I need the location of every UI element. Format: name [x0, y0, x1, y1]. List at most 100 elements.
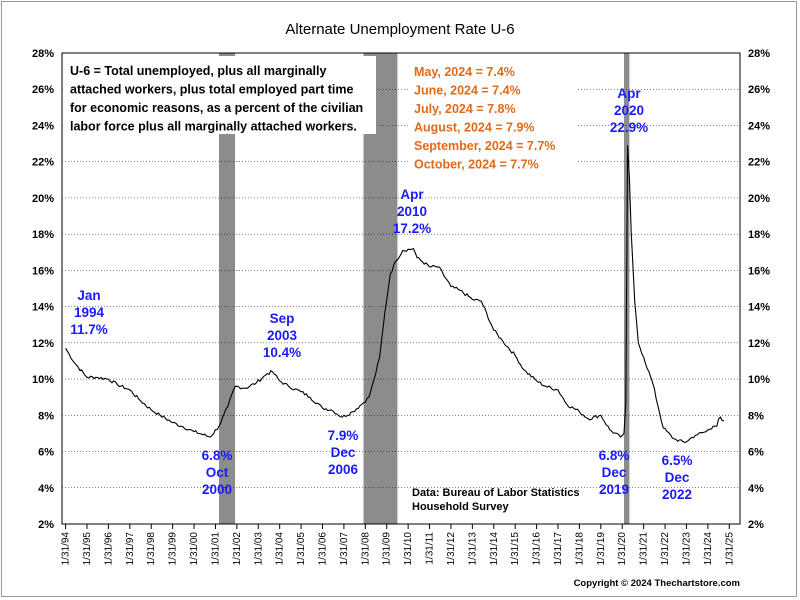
annotation-label: Dec	[665, 470, 690, 485]
annotation-label: 2019	[599, 482, 629, 497]
definition-note-line: U-6 = Total unemployed, plus all margina…	[70, 64, 326, 78]
y-tick-label: 28%	[748, 48, 770, 60]
y-tick-label: 12%	[32, 338, 54, 350]
annotation-label: 6.8%	[202, 448, 233, 463]
x-tick-label: 1/31/01	[210, 532, 221, 566]
y-tick-label: 16%	[32, 265, 54, 277]
annotation-label: 2006	[328, 462, 359, 477]
y-tick-label: 10%	[32, 374, 54, 386]
x-tick-label: 1/31/12	[446, 532, 457, 566]
annotation-label: Sep	[270, 311, 295, 326]
recent-value-label: September, 2024 = 7.7%	[414, 139, 555, 153]
x-tick-label: 1/31/02	[232, 532, 243, 566]
y-tick-label: 6%	[38, 447, 54, 459]
x-tick-label: 1/31/18	[574, 532, 585, 566]
annotation-label: 17.2%	[393, 221, 431, 236]
x-tick-label: 1/31/24	[703, 532, 714, 566]
x-tick-label: 1/31/25	[724, 532, 735, 566]
annotation-label: 2010	[397, 204, 427, 219]
recent-value-label: July, 2024 = 7.8%	[414, 102, 516, 116]
recent-value-label: June, 2024 = 7.4%	[414, 84, 521, 98]
annotation-label: 2020	[614, 103, 644, 118]
x-tick-label: 1/31/94	[61, 532, 72, 566]
x-tick-label: 1/31/10	[403, 532, 414, 566]
annotation-label: Apr	[617, 86, 641, 101]
x-tick-label: 1/31/04	[275, 532, 286, 566]
definition-note: U-6 = Total unemployed, plus all margina…	[64, 56, 376, 134]
u6-series-line	[65, 145, 724, 444]
x-tick-label: 1/31/21	[639, 532, 650, 566]
annotation-label: 6.5%	[662, 453, 693, 468]
y-tick-label: 22%	[32, 157, 54, 169]
annotation-label: 7.9%	[328, 428, 359, 443]
annotation-label: Dec	[602, 465, 627, 480]
annotation-label: Dec	[331, 445, 356, 460]
y-tick-label: 10%	[748, 374, 770, 386]
x-tick-label: 1/31/16	[532, 532, 543, 566]
definition-note-line: attached workers, plus total employed pa…	[70, 83, 353, 97]
y-tick-label: 24%	[748, 120, 770, 132]
y-tick-label: 6%	[748, 447, 764, 459]
y-tick-label: 26%	[748, 84, 770, 96]
y-tick-label: 20%	[32, 193, 54, 205]
x-tick-label: 1/31/17	[553, 532, 564, 566]
y-axis-right: 2% 4% 6% 8% 10% 12% 14% 16% 18% 20% 22% 24% 26% 28%	[748, 48, 770, 531]
x-tick-label: 1/31/98	[146, 532, 157, 566]
annotation-label: Jan	[77, 288, 100, 303]
y-tick-label: 18%	[748, 229, 770, 241]
copyright-text: Copyright © 2024 Thechartstore.com	[574, 578, 740, 589]
x-tick-label: 1/31/00	[189, 532, 200, 566]
y-tick-label: 14%	[32, 302, 54, 314]
recent-values-note: May, 2024 = 7.4% June, 2024 = 7.4% July, 2…	[408, 58, 578, 172]
definition-note-line: for economic reasons, as a percent of th…	[70, 101, 363, 115]
x-tick-label: 1/31/07	[339, 532, 350, 566]
y-tick-label: 16%	[748, 265, 770, 277]
annotation-label: 6.8%	[599, 448, 630, 463]
recent-value-label: October, 2024 = 7.7%	[414, 158, 539, 172]
recent-values-box	[408, 58, 578, 170]
recent-value-label: May, 2024 = 7.4%	[414, 65, 515, 79]
x-tick-label: 1/31/23	[681, 532, 692, 566]
source-line: Household Survey	[412, 501, 509, 513]
y-tick-label: 18%	[32, 229, 54, 241]
source-note: Data: Bureau of Labor Statistics Househol…	[412, 487, 579, 513]
plot-area	[61, 52, 741, 525]
definition-note-box	[64, 56, 376, 134]
y-tick-label: 24%	[32, 120, 54, 132]
recession-band	[219, 53, 236, 524]
annotation-label: 10.4%	[263, 345, 301, 360]
annotation-label: Apr	[400, 187, 424, 202]
y-tick-label: 2%	[38, 519, 54, 531]
y-tick-label: 28%	[32, 48, 54, 60]
x-tick-label: 1/31/03	[253, 532, 264, 566]
x-tick-label: 1/31/11	[425, 532, 436, 565]
x-tick-label: 1/31/14	[489, 532, 500, 566]
y-tick-label: 20%	[748, 193, 770, 205]
x-tick-label: 1/31/99	[168, 532, 179, 566]
x-axis: 1/31/94 1/31/95 1/31/96 1/31/97 1/31/98 1/31/…	[61, 524, 735, 566]
x-tick-label: 1/31/06	[317, 532, 328, 566]
annotation-label: 11.7%	[70, 322, 108, 337]
x-tick-label: 1/31/13	[467, 532, 478, 566]
y-tick-label: 8%	[38, 410, 54, 422]
x-tick-label: 1/31/09	[382, 532, 393, 566]
x-tick-label: 1/31/97	[125, 532, 136, 566]
source-line: Data: Bureau of Labor Statistics	[412, 487, 579, 499]
annotation-label: 22.9%	[610, 120, 648, 135]
x-tick-label: 1/31/95	[82, 532, 93, 566]
y-tick-label: 22%	[748, 157, 770, 169]
x-tick-label: 1/31/08	[360, 532, 371, 566]
x-tick-label: 1/31/22	[660, 532, 671, 566]
annotation-label: 2003	[267, 328, 298, 343]
annotation-label: 2022	[662, 487, 692, 502]
annotation-label: 1994	[74, 305, 105, 320]
y-tick-label: 2%	[748, 519, 764, 531]
annotation-label: 2000	[202, 482, 232, 497]
y-tick-label: 4%	[38, 483, 54, 495]
y-tick-label: 4%	[748, 483, 764, 495]
y-tick-label: 12%	[748, 338, 770, 350]
y-axis-left: 2% 4% 6% 8% 10% 12% 14% 16% 18% 20% 22% 24% 26% 28%	[32, 48, 54, 531]
recent-value-label: August, 2024 = 7.9%	[414, 121, 535, 135]
